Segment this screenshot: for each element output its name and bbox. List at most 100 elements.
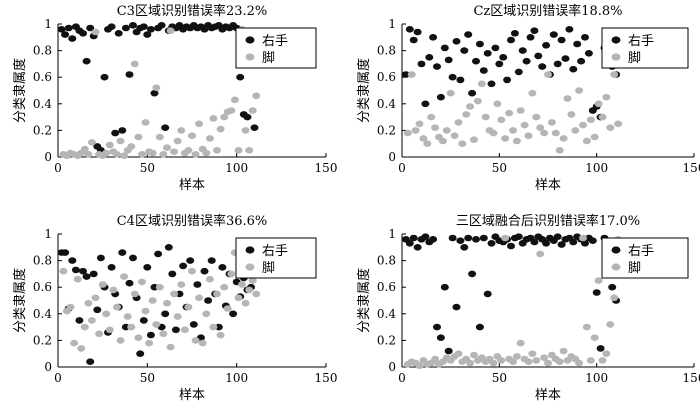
- legend-marker: [245, 53, 255, 61]
- data-point: [107, 23, 116, 31]
- data-point: [229, 310, 238, 318]
- y-tick-label: 0.6: [377, 70, 396, 84]
- data-point: [423, 140, 432, 147]
- data-point: [189, 321, 198, 328]
- data-point: [82, 57, 91, 65]
- data-point: [468, 270, 477, 278]
- data-point: [586, 357, 595, 364]
- data-point: [73, 275, 82, 283]
- series-right-hand: [57, 244, 259, 366]
- x-tick-label: 0: [398, 161, 406, 175]
- data-point: [489, 129, 498, 137]
- data-point: [159, 151, 168, 158]
- data-point: [491, 44, 500, 52]
- data-point: [509, 127, 517, 134]
- data-point: [584, 50, 593, 57]
- chart-title: C3区域识别错误率23.2%: [117, 3, 268, 19]
- data-point: [170, 148, 179, 155]
- data-point: [596, 345, 605, 352]
- legend: 右手脚: [235, 237, 317, 279]
- data-point: [105, 141, 114, 149]
- data-point: [102, 310, 111, 318]
- data-point: [411, 127, 420, 134]
- data-point: [173, 137, 182, 145]
- data-point: [436, 93, 445, 101]
- data-point: [120, 273, 129, 280]
- data-point: [139, 317, 148, 324]
- data-point: [61, 31, 70, 38]
- y-tick-label: 0: [388, 360, 396, 374]
- data-point: [417, 60, 426, 68]
- data-point: [528, 350, 537, 358]
- data-point: [252, 92, 261, 100]
- data-point: [109, 286, 118, 294]
- y-tick-label: 1: [44, 17, 52, 31]
- legend-label: 脚: [262, 260, 275, 276]
- x-tick-label: 100: [585, 161, 608, 175]
- data-point: [136, 350, 145, 358]
- data-point: [532, 357, 541, 364]
- data-point: [450, 132, 459, 139]
- legend-label: 右手: [628, 244, 654, 259]
- chart-panel-1: C3区域识别错误率23.2% 0 0.2 0.4 0.6 0.8 1 0 50 100 150 样本 分…: [12, 3, 337, 193]
- data-point: [452, 303, 461, 311]
- data-point: [565, 26, 574, 33]
- data-point: [454, 350, 463, 358]
- series-foot: [403, 234, 623, 370]
- chart-title: C4区域识别错误率36.6%: [117, 213, 268, 229]
- data-point: [209, 323, 218, 331]
- data-point: [520, 121, 529, 129]
- y-tick-label: 0.4: [377, 97, 396, 111]
- data-point: [594, 277, 603, 284]
- y-tick-label: 1: [388, 17, 396, 31]
- data-point: [536, 250, 545, 258]
- y-axis-label: 分类隶属度: [12, 268, 28, 333]
- legend-label: 右手: [262, 244, 288, 259]
- data-point: [148, 149, 157, 157]
- data-point: [107, 264, 116, 271]
- data-point: [230, 96, 239, 104]
- data-point: [216, 331, 225, 339]
- data-point: [442, 127, 451, 134]
- data-point: [71, 266, 80, 274]
- data-point: [143, 31, 152, 38]
- data-point: [586, 116, 595, 124]
- data-point: [549, 31, 558, 38]
- data-point: [427, 113, 436, 121]
- x-tick-label: 50: [140, 371, 155, 385]
- data-point: [555, 358, 564, 366]
- data-point: [202, 149, 211, 157]
- data-point: [118, 127, 127, 134]
- data-point: [79, 267, 87, 275]
- data-point: [57, 26, 66, 33]
- data-point: [479, 234, 488, 242]
- legend: 右手脚: [601, 237, 689, 279]
- data-point: [79, 30, 87, 37]
- data-point: [223, 305, 232, 312]
- data-point: [608, 283, 617, 291]
- data-point: [116, 337, 125, 344]
- data-point: [505, 109, 514, 117]
- data-point: [579, 121, 587, 129]
- chart-panel-4: 三区域融合后识别错误率17.0% 0 0.2 0.4 0.6 0.8 1 0 50 100 150 样…: [356, 213, 700, 403]
- data-point: [472, 236, 480, 243]
- x-tick-label: 0: [398, 371, 406, 385]
- legend-marker: [245, 36, 255, 44]
- data-point: [184, 303, 193, 311]
- data-point: [581, 34, 589, 41]
- data-point: [163, 144, 171, 151]
- data-point: [166, 27, 175, 34]
- data-point: [125, 71, 134, 78]
- data-point: [610, 71, 619, 78]
- data-point: [433, 63, 441, 70]
- legend-label: 脚: [628, 260, 641, 276]
- data-point: [477, 80, 486, 88]
- data-point: [130, 290, 139, 298]
- data-point: [191, 337, 200, 344]
- y-tick-label: 0.8: [377, 254, 396, 268]
- data-point: [446, 89, 455, 97]
- legend-label: 脚: [262, 50, 275, 66]
- data-point: [100, 73, 109, 81]
- data-point: [413, 244, 422, 251]
- data-point: [241, 299, 250, 307]
